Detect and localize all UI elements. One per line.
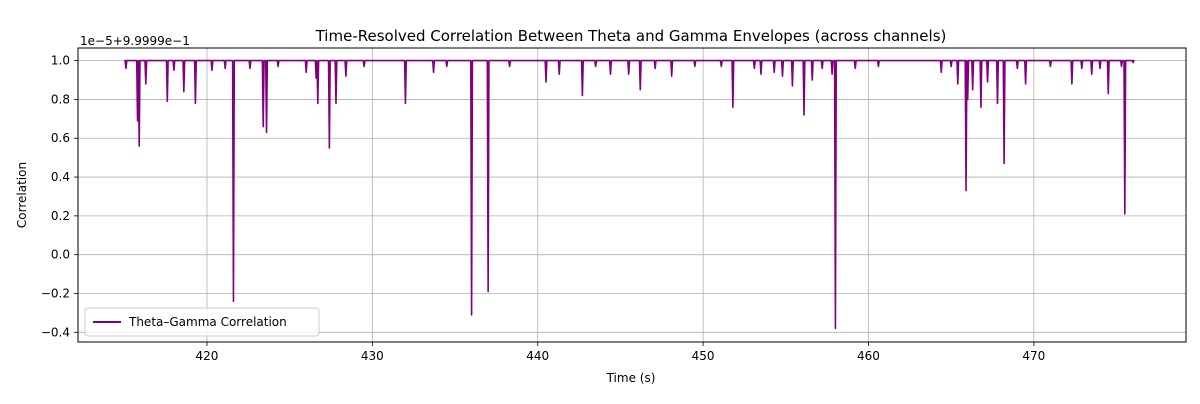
legend-label: Theta–Gamma Correlation xyxy=(128,315,287,329)
y-tick-label: −0.2 xyxy=(41,286,70,300)
y-tick-label: 0.2 xyxy=(51,209,70,223)
legend: Theta–Gamma Correlation xyxy=(84,307,320,337)
legend-box xyxy=(84,307,320,337)
y-axis-ticks: −0.4 −0.2 0.0 0.2 0.4 0.6 0.8 1.0 xyxy=(41,54,78,339)
x-axis-ticks: 420 430 440 450 460 470 xyxy=(196,342,1045,363)
x-tick-label: 420 xyxy=(196,349,219,363)
x-tick-label: 440 xyxy=(526,349,549,363)
series-line xyxy=(124,59,1135,330)
y-tick-label: 0.8 xyxy=(51,92,70,106)
y-tick-label: 1.0 xyxy=(51,54,70,68)
x-tick-label: 460 xyxy=(857,349,880,363)
x-tick-label: 430 xyxy=(361,349,384,363)
x-axis-label: Time (s) xyxy=(606,371,656,385)
plot-frame xyxy=(77,47,1187,343)
correlation-line xyxy=(124,59,1135,330)
y-tick-label: 0.4 xyxy=(51,170,70,184)
y-offset-label: 1e−5+9.9999e−1 xyxy=(80,34,190,48)
y-axis-label: Correlation xyxy=(15,162,29,228)
y-tick-label: −0.4 xyxy=(41,325,70,339)
x-tick-label: 450 xyxy=(692,349,715,363)
chart-title: Time-Resolved Correlation Between Theta … xyxy=(315,27,947,45)
x-tick-label: 470 xyxy=(1022,349,1045,363)
y-tick-label: 0.6 xyxy=(51,131,70,145)
y-tick-label: 0.0 xyxy=(51,248,70,262)
